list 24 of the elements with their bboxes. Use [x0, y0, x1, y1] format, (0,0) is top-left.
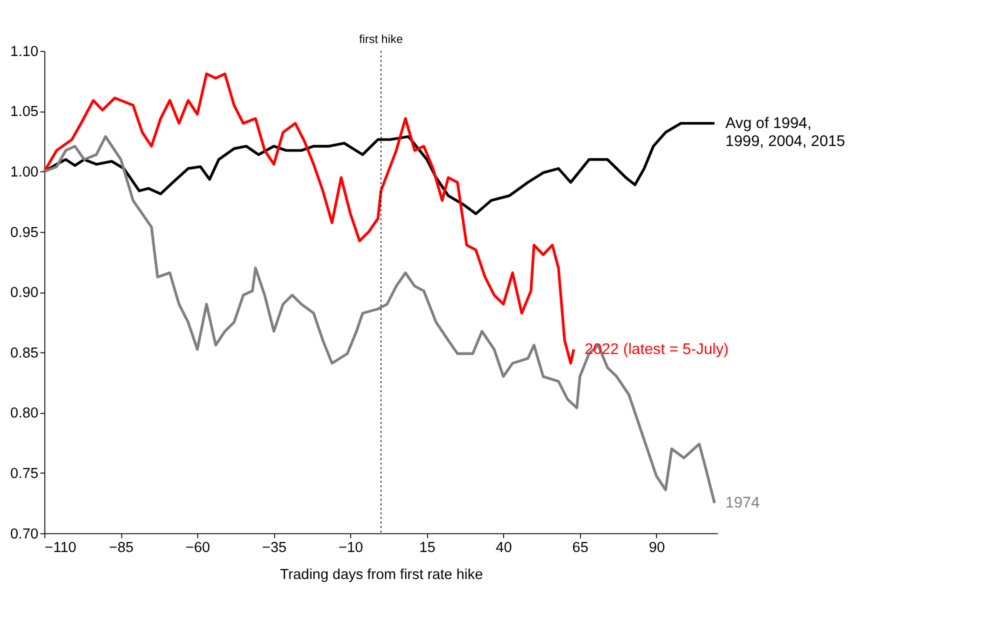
y-tick-label: 0.70 — [10, 526, 38, 542]
x-tick-label: −110 — [44, 540, 76, 556]
x-tick-label: −60 — [186, 540, 210, 556]
x-tick-label: 40 — [496, 540, 512, 556]
series-label: Avg of 1994, 1999, 2004, 2015 — [725, 114, 846, 150]
ref-line-label: first hike — [359, 32, 404, 46]
y-tick-label: 1.05 — [10, 104, 38, 120]
x-tick-label: 65 — [572, 540, 588, 556]
y-tick-label: 0.85 — [10, 345, 38, 362]
y-tick-label: 1.10 — [10, 44, 38, 60]
y-tick-label: 1.00 — [10, 164, 38, 181]
y-tick-label: 0.80 — [10, 406, 38, 422]
x-axis-title: Trading days from first rate hike — [280, 566, 483, 583]
line-series — [42, 72, 576, 365]
x-tick-label: 90 — [648, 540, 665, 556]
y-tick-label: 0.90 — [10, 285, 38, 302]
x-tick-label: −85 — [109, 540, 134, 556]
series-label: 2022 (latest = 5-July) — [584, 340, 729, 358]
series-label: 1974 — [725, 494, 760, 512]
x-tick-label: 15 — [419, 540, 436, 556]
y-tick-label: 0.95 — [10, 224, 38, 241]
x-tick-label: −10 — [338, 540, 364, 556]
x-tick-label: −35 — [262, 540, 287, 556]
y-tick-label: 0.75 — [10, 466, 38, 482]
